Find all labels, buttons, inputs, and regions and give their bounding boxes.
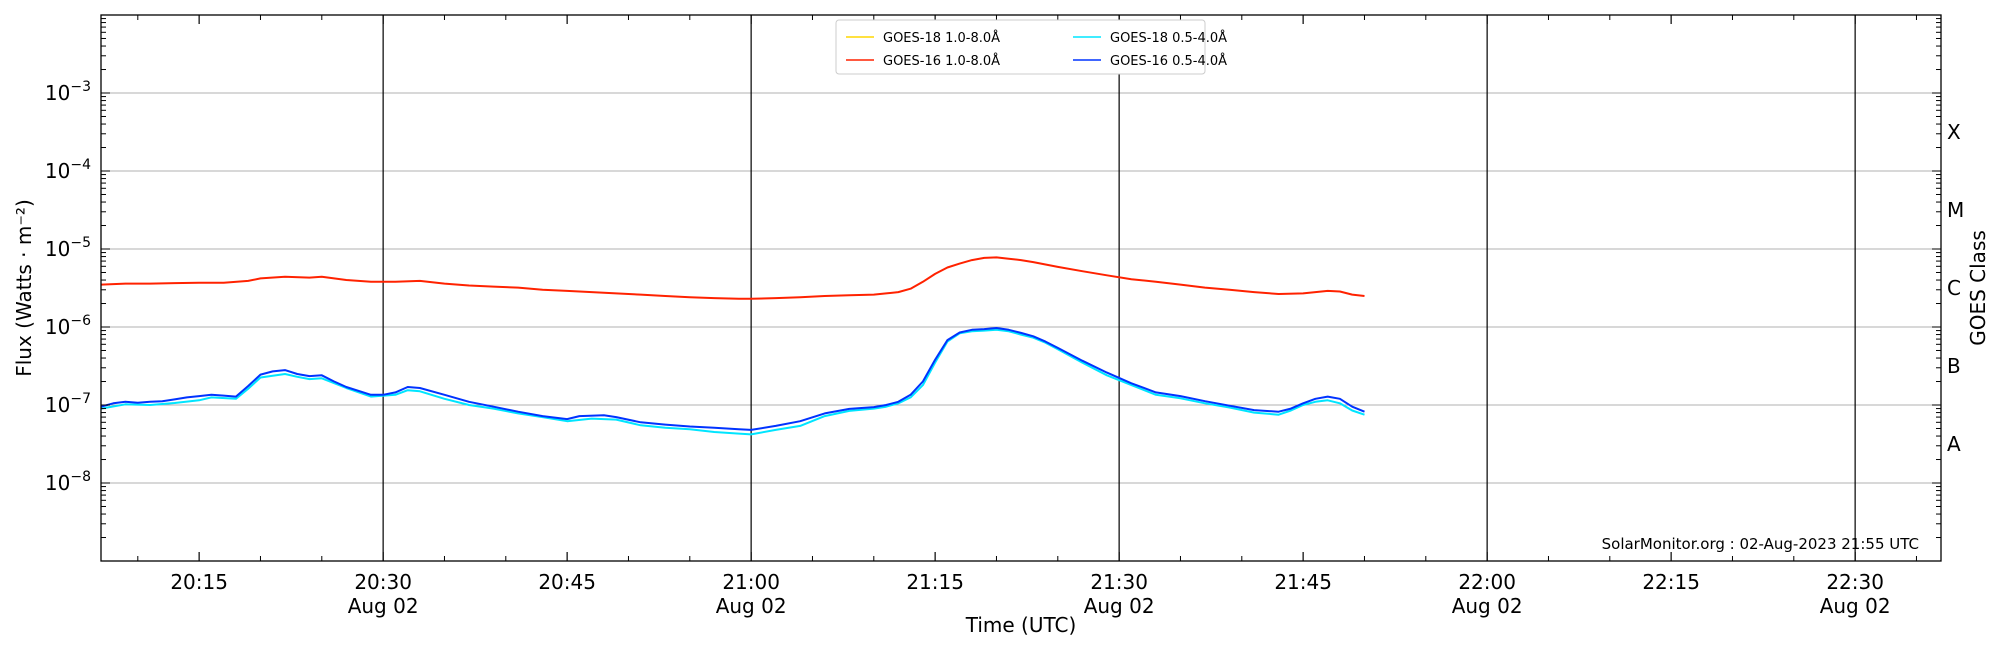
legend-label: GOES-18 1.0-8.0Å [883,30,1000,46]
y-tick-exponent: −4 [70,157,91,173]
y-tick-label: 10−7 [45,391,91,417]
x-tick-label: 21:45 [1274,570,1332,594]
x-tick-label: 21:15 [906,570,964,594]
y-tick-exponent: −3 [70,79,91,95]
legend-box [835,19,1206,75]
goes-class-label: M [1947,198,1964,222]
grid-layer [101,92,1941,484]
y-tick-base: 10 [45,81,70,105]
goes-class-label: X [1947,120,1961,144]
legend-label: GOES-16 1.0-8.0Å [883,53,1000,69]
series-line-3 [100,256,1365,300]
y-tick-base: 10 [45,159,70,183]
goes-class-label: C [1947,276,1961,300]
x-tick-date-label: Aug 02 [1452,594,1523,618]
y-tick-base: 10 [45,471,70,495]
series-line-4 [100,327,1365,431]
series-layer [100,256,1365,436]
y-tick-label: 10−4 [45,157,91,183]
x-tick-label: 20:15 [170,570,228,594]
y-tick-label: 10−8 [45,469,91,495]
x-tick-date-label: Aug 02 [348,594,419,618]
y-tick-exponent: −5 [70,235,91,251]
vertical-lines-layer [382,15,1856,561]
x-tick-date-label: Aug 02 [716,594,787,618]
legend-label: GOES-18 0.5-4.0Å [1110,30,1227,46]
x-tick-date-label: Aug 02 [1084,594,1155,618]
legend: GOES-18 1.0-8.0Å GOES-18 0.5-4.0Å GOES-16 … [835,19,1227,75]
y-tick-base: 10 [45,393,70,417]
x-tick-label: 20:45 [538,570,596,594]
x-tick-label: 22:15 [1642,570,1700,594]
y-axis-title: Flux (Watts · m⁻²) [12,199,36,377]
y-tick-label: 10−6 [45,313,91,339]
y-tick-label: 10−3 [45,79,91,105]
legend-label: GOES-16 0.5-4.0Å [1110,53,1227,69]
x-tick-label: 22:00 [1458,570,1516,594]
y-tick-label: 10−5 [45,235,91,261]
tick-layer [101,15,1941,562]
x-axis-title: Time (UTC) [965,613,1077,637]
y2-axis-title: GOES Class [1966,230,1990,346]
y-tick-base: 10 [45,237,70,261]
x-tick-label: 22:30 [1826,570,1884,594]
goes-class-label: A [1947,432,1961,456]
x-tick-label: 21:00 [722,570,780,594]
series-line-2 [100,328,1365,436]
credit-text: SolarMonitor.org : 02-Aug-2023 21:55 UTC [1602,535,1919,553]
x-tick-label: 21:30 [1090,570,1148,594]
goes-class-label: B [1947,354,1961,378]
x-tick-date-label: Aug 02 [1820,594,1891,618]
y-tick-exponent: −7 [70,391,91,407]
y-tick-exponent: −8 [70,469,91,485]
plot-frame [100,14,1942,562]
y-tick-exponent: −6 [70,313,91,329]
x-tick-label: 20:30 [354,570,412,594]
y-tick-base: 10 [45,315,70,339]
